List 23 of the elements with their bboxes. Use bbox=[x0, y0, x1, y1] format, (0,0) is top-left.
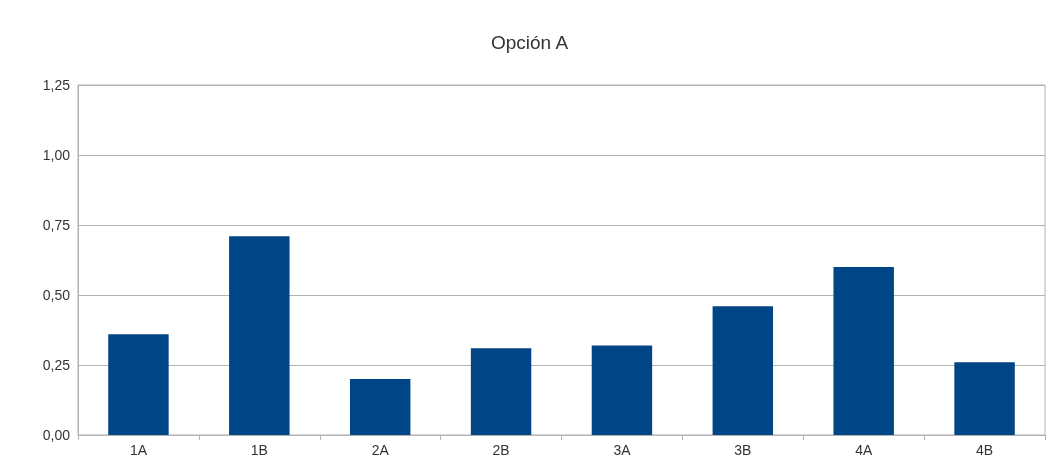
y-tick-label: 0,00 bbox=[42, 427, 71, 443]
x-tick-label: 1B bbox=[250, 442, 268, 458]
bar bbox=[349, 379, 411, 435]
x-tick-label: 3B bbox=[734, 442, 752, 458]
chart-title: Opción A bbox=[490, 32, 569, 53]
y-tick-label: 0,25 bbox=[42, 357, 71, 373]
y-tick-label: 0,50 bbox=[42, 287, 71, 303]
x-tick-label: 4A bbox=[855, 442, 873, 458]
y-tick-label: 1,25 bbox=[42, 77, 71, 93]
bar bbox=[954, 362, 1015, 435]
x-tick-label: 1A bbox=[129, 442, 148, 458]
bar bbox=[108, 334, 169, 435]
y-tick-label: 0,75 bbox=[42, 217, 71, 233]
bar bbox=[591, 345, 653, 435]
bar bbox=[833, 267, 894, 435]
x-tick-label: 2B bbox=[492, 442, 510, 458]
bar bbox=[229, 236, 290, 435]
x-tick-label: 2A bbox=[371, 442, 390, 458]
y-tick-label: 1,00 bbox=[42, 147, 71, 163]
bar bbox=[470, 348, 532, 435]
x-tick-label: 4B bbox=[976, 442, 994, 458]
bar bbox=[712, 306, 774, 435]
x-tick-label: 3A bbox=[613, 442, 632, 458]
